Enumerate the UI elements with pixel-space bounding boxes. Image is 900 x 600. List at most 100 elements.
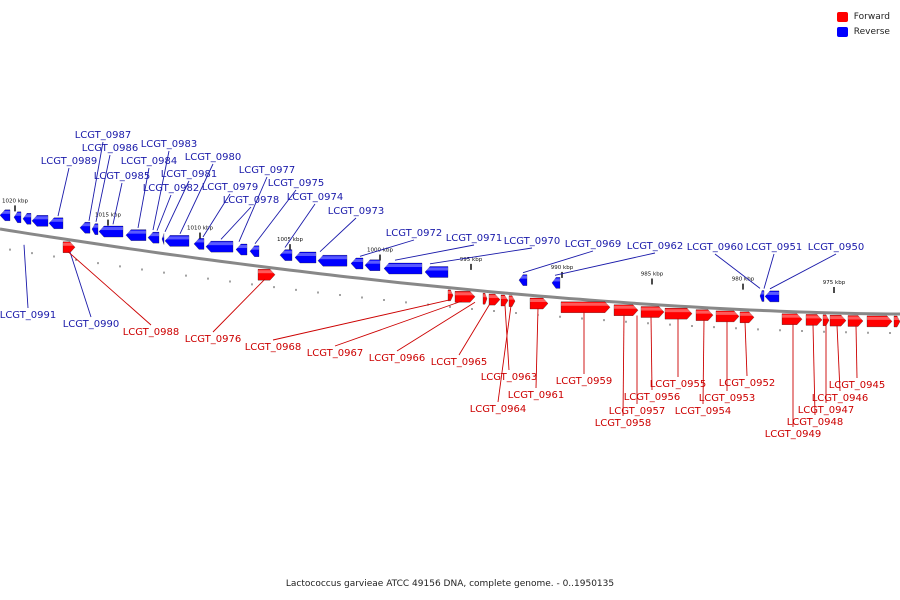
legend-reverse: Reverse	[836, 24, 890, 39]
reverse-gene-3-shine	[32, 216, 48, 220]
gene-label: LCGT_0951	[746, 242, 803, 253]
gene-leader-line	[112, 182, 123, 225]
gene-label: LCGT_0989	[41, 156, 98, 167]
reverse-gene-11-shine	[165, 236, 189, 240]
gene-label: LCGT_0985	[94, 171, 151, 182]
gene-leader-line	[458, 303, 491, 356]
forward-gene-11-shine	[641, 307, 664, 311]
reverse-gene-13	[205, 241, 234, 253]
forward-gene-13	[695, 309, 714, 321]
gene-label: LCGT_0945	[829, 380, 886, 391]
gene-label: LCGT_0969	[565, 239, 622, 250]
forward-gene-9-shine	[561, 302, 610, 306]
gene-leader-line	[137, 167, 150, 229]
forward-gene-15	[739, 311, 755, 323]
gene-label: LCGT_0950	[808, 242, 865, 253]
scale-tick-label: 980 kbp	[732, 277, 755, 283]
reverse-gene-3	[31, 215, 49, 227]
gene-leader-line	[522, 250, 594, 274]
forward-gene-20-shine	[848, 316, 863, 320]
gene-label: LCGT_0980	[185, 152, 242, 163]
reverse-gene-0-shine	[0, 210, 10, 214]
reverse-gene-25	[759, 290, 765, 302]
forward-gene-2-shine	[448, 290, 453, 294]
gene-leader-line	[702, 319, 705, 405]
reverse-gene-15	[249, 245, 260, 257]
legend-reverse-swatch	[836, 26, 848, 37]
forward-gene-6-shine	[501, 295, 508, 299]
gene-leader-line	[67, 251, 152, 326]
forward-gene-16	[781, 313, 803, 325]
reverse-gene-17	[294, 251, 317, 264]
gene-label: LCGT_0973	[328, 206, 385, 217]
reverse-gene-14-shine	[236, 245, 247, 249]
reverse-gene-8	[125, 229, 147, 241]
gene-label: LCGT_0979	[202, 182, 259, 193]
gene-leader-line	[69, 251, 92, 318]
gene-label: LCGT_0976	[185, 334, 242, 345]
reverse-gene-8-shine	[126, 230, 146, 234]
gene-leader-line	[650, 316, 653, 391]
gene-leader-line	[429, 247, 533, 265]
gene-leader-line	[220, 206, 252, 240]
scale-tick-label: 985 kbp	[641, 271, 664, 277]
legend-forward-label: Forward	[853, 11, 890, 22]
forward-gene-2	[447, 289, 454, 302]
scale-tick-label: 1010 kbp	[187, 226, 213, 232]
gene-label: LCGT_0983	[141, 139, 198, 150]
forward-gene-22-shine	[894, 316, 900, 320]
gene-label: LCGT_0968	[245, 342, 302, 353]
gene-leader-line	[812, 324, 816, 416]
gene-leader-line	[95, 154, 111, 222]
forward-gene-10	[613, 304, 639, 316]
gene-leader-line	[238, 176, 268, 242]
gene-leader-line	[57, 167, 70, 217]
forward-gene-6	[500, 294, 509, 307]
forward-gene-7	[508, 295, 516, 307]
reverse-gene-7	[98, 225, 124, 238]
scale-tick-label: 990 kbp	[551, 265, 574, 271]
gene-leader-line	[164, 180, 190, 232]
gene-label: LCGT_0948	[787, 417, 844, 428]
reverse-gene-20-shine	[365, 260, 380, 264]
forward-gene-15-shine	[740, 312, 754, 316]
gene-label: LCGT_0960	[687, 242, 744, 253]
reverse-gene-17-shine	[295, 252, 316, 256]
gene-label: LCGT_0956	[624, 392, 681, 403]
reverse-gene-26	[764, 290, 780, 303]
reverse-gene-12	[193, 238, 205, 250]
gene-label: LCGT_0972	[386, 228, 443, 239]
gene-leader-line	[622, 314, 625, 417]
gene-leader-line	[763, 253, 775, 289]
gene-label: LCGT_0991	[0, 310, 56, 321]
map-caption: Lactococcus garvieae ATCC 49156 DNA, com…	[285, 579, 615, 589]
reverse-gene-23-shine	[519, 275, 527, 279]
gene-label: LCGT_0957	[609, 406, 666, 417]
reverse-gene-5-shine	[80, 223, 90, 227]
scale-tick-label: 1020 kbp	[2, 198, 28, 204]
gene-label: LCGT_0986	[82, 143, 139, 154]
forward-gene-14	[715, 310, 740, 323]
legend-forward: Forward	[836, 9, 890, 24]
forward-gene-17-shine	[806, 315, 822, 319]
reverse-gene-23	[518, 274, 528, 286]
reverse-gene-2-shine	[23, 214, 31, 218]
gene-leader-line	[836, 325, 841, 392]
forward-gene-3	[454, 291, 476, 303]
reverse-gene-16	[279, 249, 293, 261]
reverse-gene-18	[317, 255, 348, 267]
reverse-gene-9-shine	[148, 233, 159, 237]
reverse-gene-20	[364, 259, 381, 271]
gene-leader-line	[744, 321, 748, 377]
reverse-gene-24-shine	[552, 278, 560, 282]
gene-leader-line	[334, 300, 463, 347]
gene-leader-line	[714, 253, 761, 289]
reverse-gene-9	[147, 231, 160, 244]
legend: Forward Reverse	[836, 9, 890, 39]
forward-gene-20	[847, 315, 864, 327]
gene-leader-line	[535, 307, 539, 389]
reverse-gene-19	[350, 257, 364, 270]
reverse-gene-10-shine	[162, 234, 166, 238]
forward-gene-7-shine	[509, 296, 515, 300]
forward-gene-10-shine	[614, 305, 638, 309]
